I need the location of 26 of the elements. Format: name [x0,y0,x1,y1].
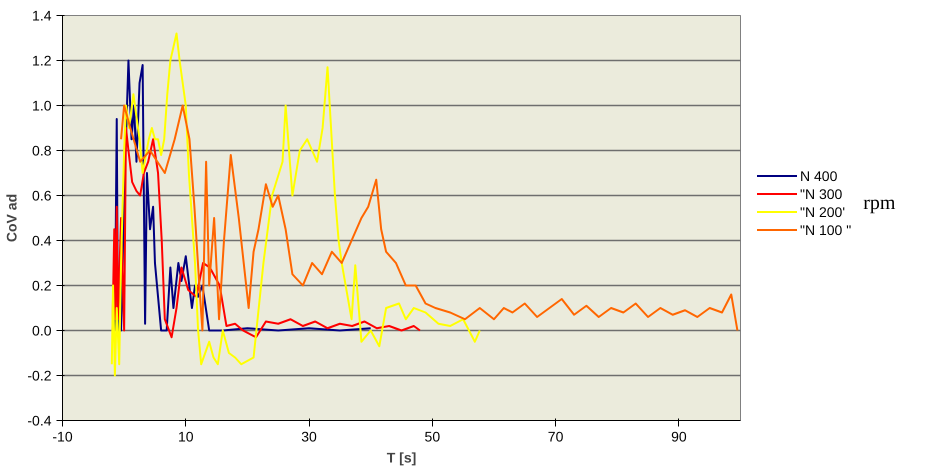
line-series [120,104,738,332]
line-series [111,127,421,338]
y-tick-label: -0.4 [27,412,52,428]
x-tick-label: 30 [301,428,318,444]
y-tick-label: -0.2 [27,368,52,384]
y-tick-label: 0.0 [32,322,52,338]
x-tick-label: 10 [178,428,194,444]
y-tick-label: 1.2 [32,52,52,68]
y-tick-label: 0.4 [32,232,52,248]
y-tick-label: 0.6 [32,188,52,204]
y-tick-label: 1.4 [32,8,52,24]
line-series [110,32,481,376]
legend-label: "N 100 " [800,221,852,240]
x-tick-label: 90 [671,428,687,444]
x-axis-title: T [s] [386,450,416,466]
x-tick-label: -10 [52,428,73,444]
x-tick-label: 50 [424,428,440,444]
legend-label: "N 200' [800,203,846,222]
y-tick-label: 0.8 [32,142,52,158]
legend-label: N 400 [800,167,838,186]
y-axis-title: CoV ad [3,194,20,242]
y-tick-label: 0.2 [32,278,52,294]
legend-label: "N 300 [800,185,842,204]
x-tick-label: 70 [548,428,564,444]
y-tick-label: 1.0 [32,98,52,114]
text: rpm [863,190,896,216]
